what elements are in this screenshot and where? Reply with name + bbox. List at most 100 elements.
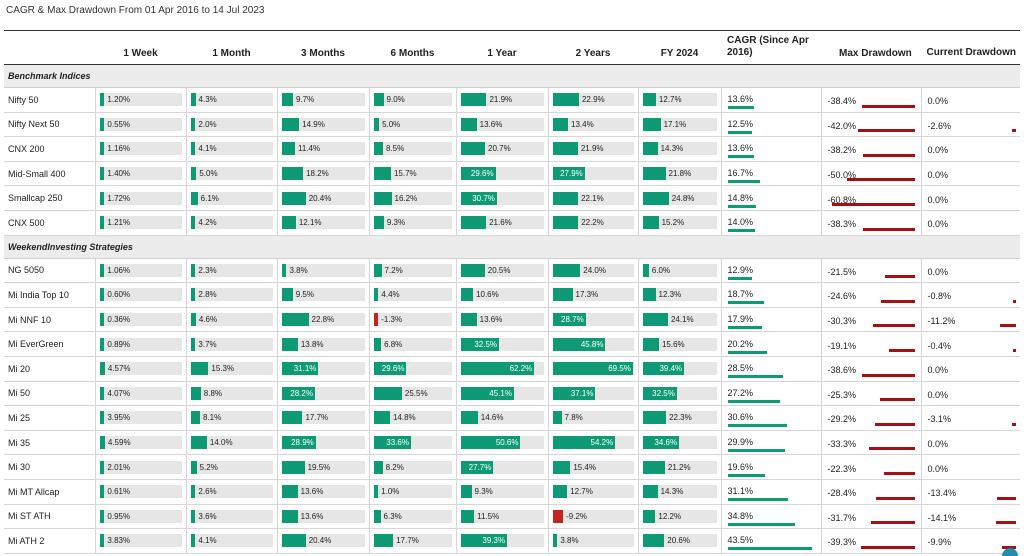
cagr-value: 34.8% — [727, 510, 754, 521]
return-value: 4.07% — [107, 388, 131, 398]
return-bar-track: 15.3% — [190, 362, 273, 376]
return-value: 7.8% — [564, 413, 583, 423]
return-value: 21.9% — [580, 144, 604, 154]
return-value: 9.0% — [386, 95, 405, 105]
return-value: 20.5% — [487, 265, 511, 275]
header-1-week[interactable]: 1 Week — [95, 30, 186, 65]
return-bar-track: 1.21% — [99, 216, 182, 230]
table-row[interactable]: Mi 50 4.07% 8.8% 28.2% 25.5% 45.1% 37.1% 32.5% 2… — [4, 381, 1020, 407]
return-bar — [460, 288, 474, 302]
header-1-year[interactable]: 1 Year — [456, 30, 548, 65]
current-drawdown-cell: -11.2% — [921, 307, 1020, 333]
table-row[interactable]: Nifty 50 1.20% 4.3% 9.7% 9.0% 21.9% 22.9% 12.7%… — [4, 87, 1020, 113]
return-bar-track: 69.5% — [552, 362, 634, 376]
table-row[interactable]: CNX 500 1.21% 4.2% 12.1% 9.3% 21.6% 22.2% 15.2%… — [4, 210, 1020, 236]
header-max-drawdown[interactable]: Max Drawdown — [821, 30, 921, 65]
return-bar — [281, 142, 296, 156]
return-bar — [99, 93, 105, 107]
cagr-bar — [727, 130, 752, 134]
table-row[interactable]: Smallcap 250 1.72% 6.1% 20.4% 16.2% 30.7% 22.1… — [4, 185, 1020, 211]
return-bar — [99, 362, 105, 376]
table-row[interactable]: Mi 25 3.95% 8.1% 17.7% 14.8% 14.6% 7.8% 22.3% 30… — [4, 405, 1020, 431]
row-name: Mi NNF 10 — [4, 307, 96, 333]
return-cell-1-week: 1.21% — [95, 210, 187, 236]
table-row[interactable]: CNX 200 1.16% 4.1% 11.4% 8.5% 20.7% 21.9% 14.3%… — [4, 136, 1020, 162]
table-row[interactable]: Mi NNF 10 0.36% 4.6% 22.8% -1.3% 13.6% 28.7% 24… — [4, 307, 1020, 333]
table-row[interactable]: Mi ST ATH 0.95% 3.6% 13.6% 6.3% 11.5% -9.2% 12.… — [4, 504, 1020, 530]
return-bar — [190, 509, 196, 523]
header-current-drawdown[interactable]: Current Drawdown — [921, 30, 1020, 65]
table-row[interactable]: Mi 30 2.01% 5.2% 19.5% 8.2% 27.7% 15.4% 21.2% 19… — [4, 454, 1020, 480]
return-bar — [373, 362, 407, 376]
header-2-years[interactable]: 2 Years — [548, 30, 638, 65]
current-drawdown-value: 0.0% — [927, 96, 949, 107]
cagr-bar — [727, 276, 753, 280]
return-cell-2-years: 7.8% — [548, 405, 639, 431]
return-value: 4.2% — [198, 218, 217, 228]
header-cagr[interactable]: CAGR (Since Apr 2016) — [721, 30, 821, 65]
return-bar — [460, 386, 514, 400]
table-row[interactable]: NG 5050 1.06% 2.3% 3.8% 7.2% 20.5% 24.0% 6.0% 12… — [4, 258, 1020, 284]
return-bar — [190, 216, 196, 230]
return-value: 13.6% — [479, 119, 503, 129]
return-bar — [190, 93, 196, 107]
return-bar — [552, 142, 578, 156]
return-cell-fy-2024: 21.2% — [638, 454, 722, 480]
return-value: 4.6% — [198, 315, 218, 325]
return-bar-track: 21.2% — [642, 460, 717, 474]
return-bar-track: 2.3% — [190, 263, 273, 277]
return-bar-track: 28.7% — [552, 313, 634, 327]
header-fy-2024[interactable]: FY 2024 — [638, 30, 721, 65]
header-6-months[interactable]: 6 Months — [369, 30, 456, 65]
table-row[interactable]: Mi 20 4.57% 15.3% 31.1% 29.6% 62.2% 69.5% 39.4%… — [4, 356, 1020, 382]
current-drawdown-value: 0.0% — [927, 266, 949, 277]
return-bar — [460, 411, 478, 425]
scroll-indicator-icon[interactable] — [1002, 548, 1018, 556]
return-bar — [373, 485, 379, 499]
current-drawdown-cell: 0.0% — [921, 87, 1020, 113]
return-bar — [281, 216, 296, 230]
return-cell-1-year: 45.1% — [456, 381, 549, 407]
table-row[interactable]: Mi 35 4.59% 14.0% 28.9% 33.6% 50.6% 54.2% 34.6%… — [4, 430, 1020, 456]
header-3-months[interactable]: 3 Months — [277, 30, 369, 65]
return-value: 28.2% — [290, 388, 313, 398]
return-bar-track: 9.7% — [281, 93, 365, 107]
return-bar-track: 0.60% — [99, 288, 182, 302]
max-drawdown-bar — [873, 324, 915, 328]
table-row[interactable]: Mid-Small 400 1.40% 5.0% 18.2% 15.7% 29.6% 27.… — [4, 161, 1020, 187]
table-row[interactable]: Nifty Next 50 0.55% 2.0% 14.9% 5.0% 13.6% 13.4… — [4, 112, 1020, 138]
return-bar — [99, 534, 105, 548]
return-bar — [642, 485, 658, 499]
return-cell-3-months: 19.5% — [277, 454, 370, 480]
return-value: 1.72% — [107, 193, 131, 203]
return-bar — [281, 288, 293, 302]
header-1-month[interactable]: 1 Month — [186, 30, 277, 65]
max-drawdown-cell: -38.3% — [821, 210, 922, 236]
return-bar-track: 8.5% — [373, 142, 452, 156]
return-cell-1-week: 1.40% — [95, 161, 187, 187]
return-value: 27.9% — [560, 169, 583, 179]
return-cell-2-years: 17.3% — [548, 282, 639, 308]
return-value: 54.2% — [590, 438, 614, 448]
return-bar — [99, 436, 105, 450]
cagr-bar — [727, 106, 754, 110]
max-drawdown-value: -19.1% — [827, 340, 857, 351]
return-value: -1.3% — [381, 315, 403, 325]
current-drawdown-cell: -14.1% — [921, 504, 1020, 530]
return-cell-1-month: 6.1% — [186, 185, 278, 211]
max-drawdown-value: -38.2% — [827, 145, 857, 156]
table-row[interactable]: Mi EverGreen 0.89% 3.7% 13.8% 6.8% 32.5% 45.8%… — [4, 331, 1020, 357]
cagr-bar — [727, 155, 754, 159]
return-cell-1-week: 4.57% — [95, 356, 187, 382]
return-value: 28.7% — [561, 315, 584, 325]
return-cell-2-years: 22.1% — [548, 185, 639, 211]
return-bar-track: 8.2% — [373, 460, 452, 474]
return-value: 22.9% — [581, 95, 605, 105]
table-row[interactable]: Mi MT Allcap 0.61% 2.6% 13.6% 1.0% 9.3% 12.7% 1… — [4, 479, 1020, 505]
table-row[interactable]: Mi India Top 10 0.60% 2.8% 9.5% 4.4% 10.6% 17.… — [4, 282, 1020, 308]
return-bar — [281, 534, 306, 548]
max-drawdown-value: -28.4% — [827, 488, 857, 499]
return-bar — [190, 167, 197, 181]
table-row[interactable]: Mi ATH 2 3.83% 4.1% 20.4% 17.7% 39.3% 3.8% 20.6… — [4, 528, 1020, 554]
current-drawdown-value: -13.4% — [927, 488, 957, 499]
